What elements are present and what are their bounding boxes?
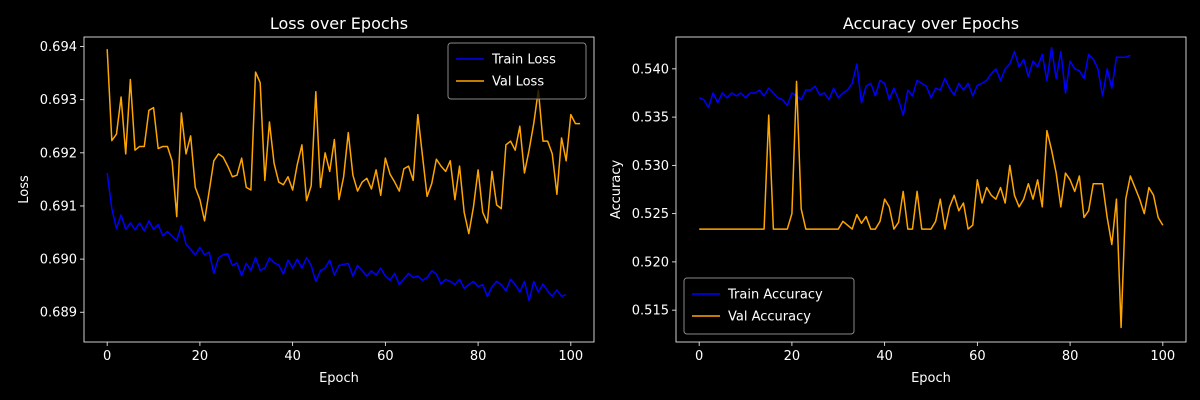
chart-title: Accuracy over Epochs: [843, 14, 1019, 33]
y-tick-label: 0.535: [632, 111, 669, 126]
x-tick-label: 40: [876, 349, 893, 364]
x-axis-label: Epoch: [319, 371, 359, 386]
chart-panel-2: 0 20 40 60 80 100 0.515 0.520 0.525 0.530 0.535 0.5…: [609, 14, 1187, 386]
legend-label: Train Loss: [491, 53, 556, 68]
y-axis-label: Accuracy: [609, 160, 624, 220]
y-tick-label: 0.689: [40, 306, 77, 321]
x-tick-label: 0: [103, 349, 111, 364]
series-line-2: [699, 80, 1164, 329]
x-tick-label: 100: [1150, 349, 1175, 364]
axes-frame: [675, 36, 1187, 343]
x-tick-label: 40: [284, 349, 301, 364]
y-tick-label: 0.694: [40, 40, 77, 55]
x-tick-label: 20: [784, 349, 801, 364]
series-line-1: [106, 172, 567, 302]
legend: Train Loss Val Loss: [447, 42, 587, 100]
x-tick-label: 80: [1062, 349, 1079, 364]
y-tick-label: 0.525: [632, 207, 669, 222]
axes-frame: [83, 36, 595, 343]
x-tick-label: 60: [377, 349, 394, 364]
legend-label: Train Accuracy: [727, 288, 823, 303]
y-tick-label: 0.530: [632, 159, 669, 174]
legend: Train Accuracy Val Accuracy: [683, 277, 855, 335]
chart-title: Loss over Epochs: [270, 14, 408, 33]
y-tick-label: 0.691: [40, 199, 77, 214]
y-tick-label: 0.540: [632, 62, 669, 77]
legend-box: [447, 42, 587, 100]
y-axis-label: Loss: [17, 175, 32, 204]
x-tick-label: 20: [192, 349, 209, 364]
x-tick-label: 0: [695, 349, 703, 364]
y-tick-label: 0.520: [632, 255, 669, 270]
legend-label: Val Accuracy: [728, 310, 811, 325]
legend-label: Val Loss: [492, 75, 544, 90]
y-tick-label: 0.693: [40, 93, 77, 108]
y-tick-label: 0.690: [40, 253, 77, 268]
x-tick-label: 60: [969, 349, 986, 364]
x-axis-label: Epoch: [911, 371, 951, 386]
x-tick-label: 80: [470, 349, 487, 364]
chart-panel-1: 0 20 40 60 80 100 0.689 0.690 0.691 0.692 0.693 0.6…: [17, 14, 595, 386]
y-tick-label: 0.515: [632, 304, 669, 319]
x-tick-label: 100: [558, 349, 583, 364]
y-tick-label: 0.692: [40, 146, 77, 161]
legend-box: [683, 277, 855, 335]
series-line-1: [698, 46, 1131, 116]
series-line-2: [106, 49, 581, 235]
